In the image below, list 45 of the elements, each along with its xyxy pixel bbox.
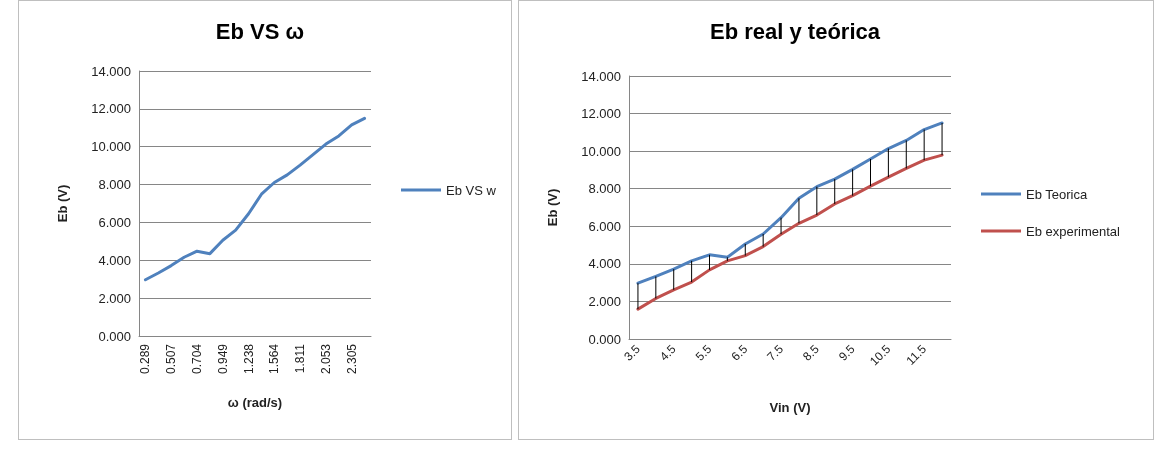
x-tick-label: 7.5 [764,341,787,364]
y-tick-label: 6.000 [98,214,131,230]
legend-label: Eb VS w [446,182,497,198]
y-tick-label: 0.000 [98,328,131,344]
x-tick-label: 1.238 [241,343,256,375]
y-tick-label: 4.000 [588,256,621,272]
x-tick-label: 2.305 [344,343,359,375]
y-tick-label: 14.000 [91,63,131,79]
y-tick-label: 8.000 [98,177,131,193]
y-tick-label: 12.000 [91,101,131,117]
x-tick-label: 0.704 [190,343,204,375]
x-tick-label: 9.5 [835,341,858,364]
x-tick-label: 1.811 [293,343,308,374]
legend-label: Eb experimental [1026,223,1121,239]
chart-title: Eb VS ω [215,18,305,44]
y-tick-label: 0.000 [588,331,621,347]
line-series [636,121,944,285]
x-tick-label: 8.5 [800,341,823,364]
y-tick-label: 14.000 [581,68,621,84]
y-tick-label: 6.000 [588,218,621,234]
x-axis-title: Vin (V) [769,400,811,415]
line-series [636,153,944,311]
y-tick-label: 12.000 [581,106,621,122]
y-axis-title: Eb (V) [545,188,560,227]
y-tick-label: 2.000 [588,293,621,309]
x-tick-label: 5.5 [692,341,715,364]
x-tick-label: 2.053 [318,343,333,375]
y-axis-title: Eb (V) [55,184,70,223]
y-tick-label: 2.000 [98,290,131,306]
y-tick-label: 4.000 [98,252,131,268]
x-tick-label: 1.564 [267,343,282,375]
x-tick-label: 6.5 [728,341,751,364]
x-tick-label: 0.949 [215,343,230,375]
line-series [143,116,367,282]
chart-title: Eb real y teórica [710,18,881,44]
y-tick-label: 10.000 [91,139,131,155]
y-tick-label: 8.000 [588,181,621,197]
x-tick-label: 11.5 [903,341,930,368]
legend-label: Eb Teorica [1026,186,1088,202]
x-tick-label: 4.5 [656,341,679,364]
x-tick-label: 3.5 [621,341,644,364]
x-axis-title: ω (rad/s) [227,395,283,410]
y-tick-label: 10.000 [581,143,621,159]
x-tick-label: 0.507 [164,343,179,375]
x-tick-label: 0.289 [138,343,153,375]
